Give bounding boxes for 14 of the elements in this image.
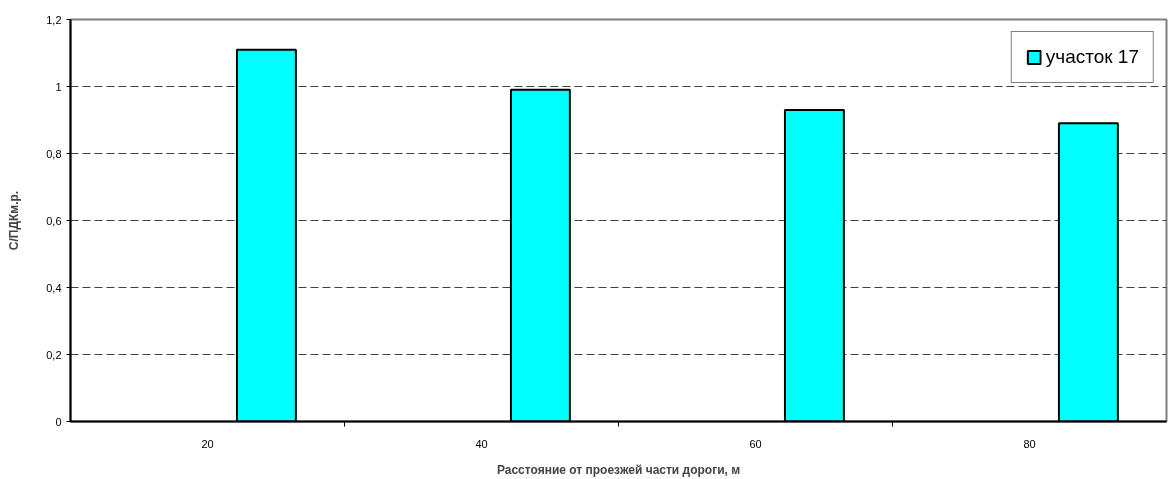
x-tick-label: 80 [1023, 437, 1036, 450]
x-axis-title: Расстояние от проезжей части дороги, м [496, 462, 741, 477]
y-tick-label: 0,8 [46, 147, 62, 160]
y-tick-label: 0 [55, 415, 62, 428]
x-tick-label: 20 [201, 437, 214, 450]
y-tick-label: 1 [55, 80, 62, 93]
legend-label: участок 17 [1045, 46, 1139, 68]
y-tick-label: 0,2 [46, 348, 62, 361]
x-tick-label: 60 [749, 437, 762, 450]
y-tick-label: 1,2 [46, 13, 62, 26]
x-tick-label: 40 [475, 437, 488, 450]
y-tick-label: 0,6 [46, 214, 62, 227]
y-axis-title: С/ПДКм.р. [7, 190, 22, 251]
y-tick-label: 0,4 [46, 281, 62, 294]
